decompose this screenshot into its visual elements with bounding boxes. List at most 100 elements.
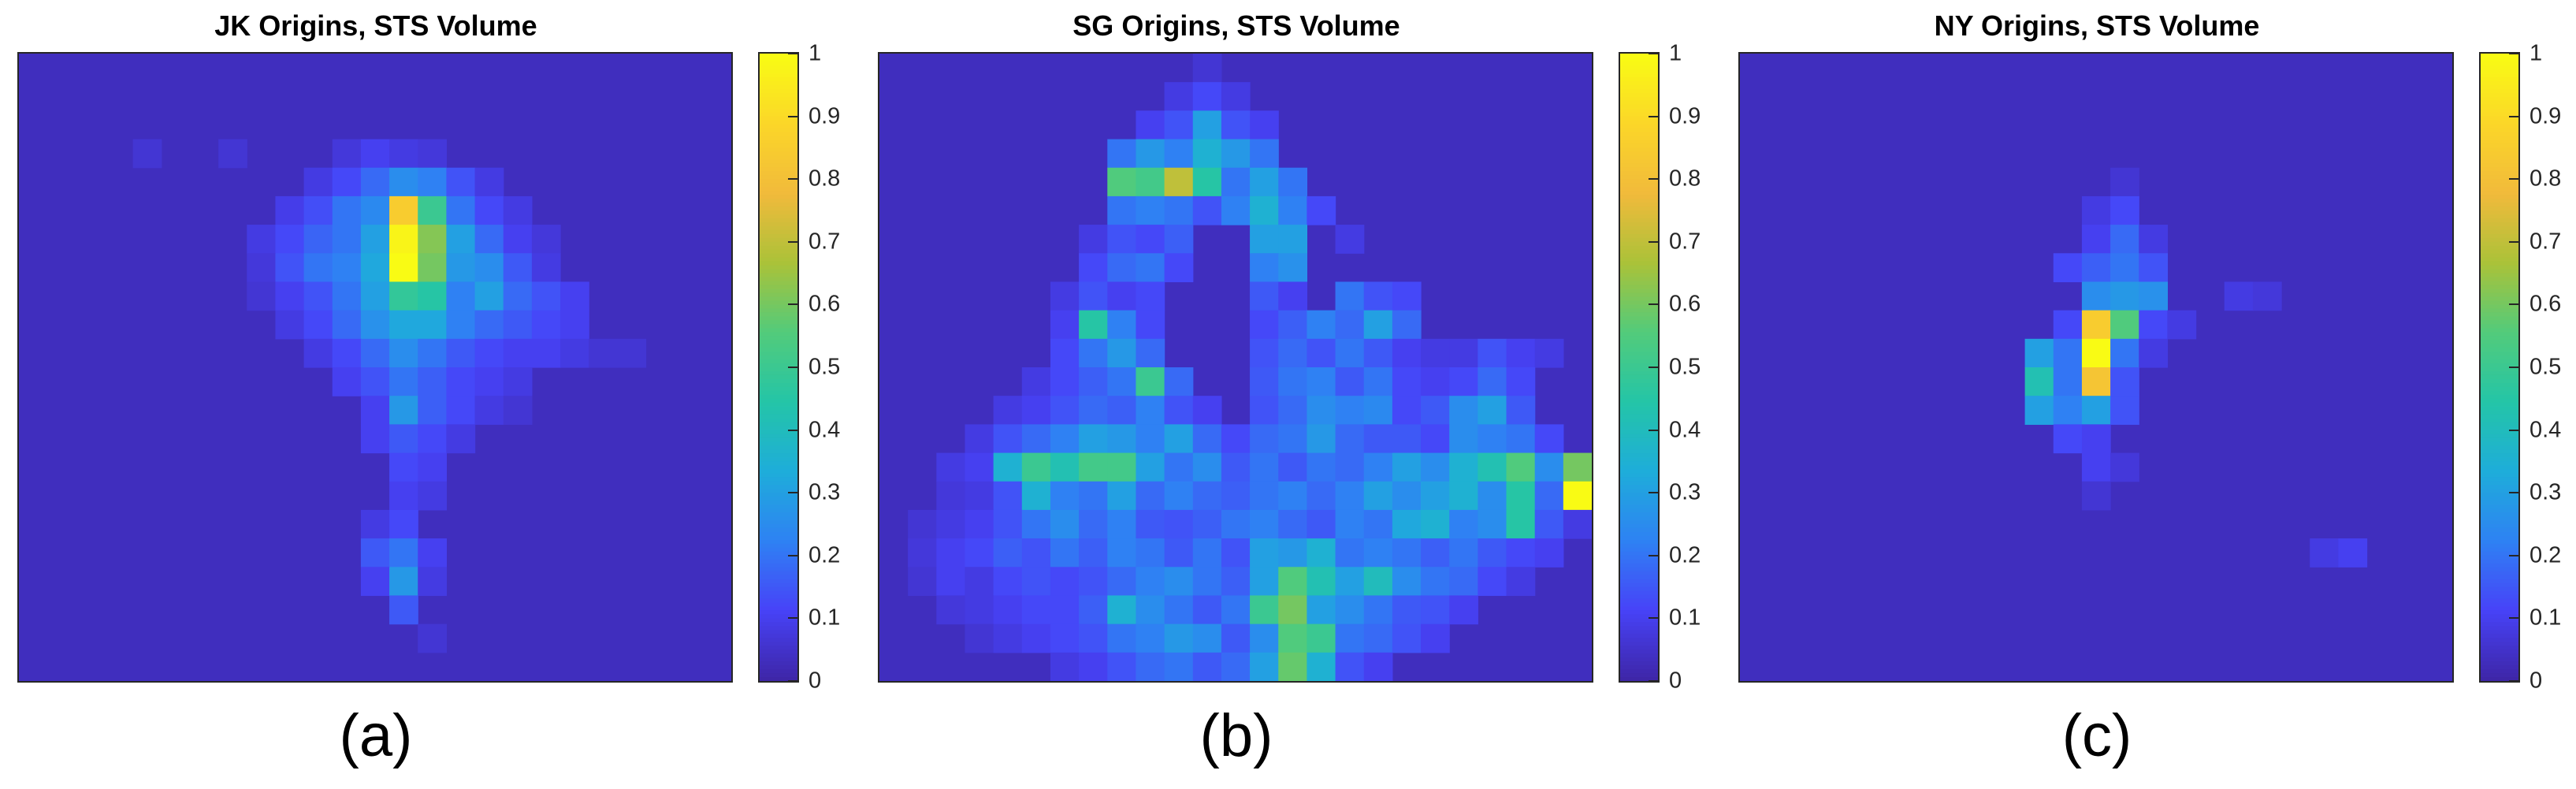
colorbar-segment — [1620, 288, 1658, 294]
colorbar-segment — [1620, 606, 1658, 612]
heatmap-cell — [418, 567, 447, 597]
colorbar-tick-mark — [1649, 429, 1658, 431]
colorbar-segment — [2481, 516, 2518, 521]
colorbar-segment — [2481, 348, 2518, 352]
colorbar-tick-label: 0.6 — [808, 291, 841, 317]
colorbar-segment — [2481, 501, 2518, 505]
colorbar-segment — [1620, 673, 1658, 678]
colorbar-segment — [1620, 324, 1658, 329]
heatmap-cell — [1192, 139, 1222, 169]
heatmap-cell — [2053, 367, 2083, 396]
colorbar-tick-mark — [2509, 367, 2518, 368]
colorbar-tick-label: 0.3 — [1669, 479, 1701, 505]
heatmap-cell — [1449, 595, 1478, 625]
colorbar-segment — [760, 610, 797, 616]
colorbar-segment — [760, 340, 797, 344]
colorbar-segment — [760, 414, 797, 419]
colorbar-segment — [760, 586, 797, 592]
heatmap-cell — [1363, 481, 1393, 511]
colorbar-segment — [1620, 363, 1658, 368]
heatmap-cell — [1192, 509, 1222, 539]
heatmap-cell — [1278, 396, 1307, 425]
heatmap-cell — [389, 452, 418, 482]
colorbar-segment — [1620, 520, 1658, 525]
heatmap-cell — [589, 338, 618, 368]
colorbar-segment — [760, 112, 797, 117]
colorbar-segment — [1620, 241, 1658, 247]
colorbar-segment — [2481, 155, 2518, 161]
heatmap-cell — [2110, 396, 2139, 425]
colorbar-segment — [760, 253, 797, 259]
heatmap-cell — [1250, 481, 1279, 511]
colorbar-segment — [1620, 151, 1658, 157]
heatmap-cell — [303, 167, 333, 197]
colorbar-segment — [760, 207, 797, 211]
colorbar-segment — [2481, 233, 2518, 239]
colorbar-segment — [2481, 265, 2518, 270]
colorbar-segment — [2481, 92, 2518, 98]
heatmap-cell — [1278, 424, 1307, 454]
heatmap-cell — [1421, 338, 1450, 368]
colorbar-segment — [2481, 245, 2518, 251]
colorbar-segment — [1620, 434, 1658, 439]
heatmap-cell — [1392, 538, 1422, 568]
heatmap-cell — [1421, 424, 1450, 454]
heatmap-cell — [1534, 338, 1564, 368]
heatmap-cell — [1221, 595, 1251, 625]
heatmap-cell — [389, 310, 418, 340]
colorbar-segment — [760, 288, 797, 294]
colorbar-tick-mark — [2509, 554, 2518, 556]
heatmap-cell — [1392, 396, 1422, 425]
heatmap-cell — [1107, 253, 1137, 283]
colorbar-segment — [1620, 312, 1658, 318]
colorbar-tick-label: 0.9 — [1669, 103, 1701, 129]
colorbar-segment — [1620, 598, 1658, 604]
heatmap-cell — [1307, 623, 1336, 653]
heatmap-cell — [1221, 110, 1251, 140]
colorbar-segment — [760, 422, 797, 427]
colorbar-tick-mark — [1649, 492, 1658, 494]
colorbar-segment — [2481, 140, 2518, 145]
colorbar-segment — [760, 504, 797, 509]
colorbar-segment — [2481, 418, 2518, 423]
heatmap-cell — [1050, 595, 1080, 625]
heatmap-cell — [418, 310, 447, 340]
colorbar-segment — [760, 344, 797, 348]
heatmap-cell — [2139, 310, 2168, 340]
heatmap-cell — [993, 509, 1023, 539]
colorbar-tick-label: 0.7 — [1669, 229, 1701, 255]
colorbar-segment — [1620, 336, 1658, 341]
heatmap-cell — [1335, 595, 1365, 625]
heatmap-cell — [1307, 652, 1336, 681]
colorbar-segment — [2481, 124, 2518, 129]
colorbar-segment — [760, 221, 797, 227]
colorbar-segment — [760, 336, 797, 341]
colorbar-segment — [760, 493, 797, 497]
colorbar-segment — [760, 602, 797, 608]
heatmap-cell — [1164, 367, 1194, 396]
heatmap-cell — [1278, 253, 1307, 283]
heatmap-cell — [1449, 481, 1478, 511]
colorbar-segment — [760, 661, 797, 666]
colorbar-segment — [1620, 229, 1658, 235]
colorbar-tick-label: 0.8 — [2530, 166, 2562, 192]
colorbar-segment — [2481, 100, 2518, 106]
heatmap-cell — [2139, 253, 2168, 283]
colorbar-tick-label: 0.5 — [808, 354, 841, 380]
heatmap-cell — [2081, 367, 2111, 396]
colorbar-segment — [2481, 437, 2518, 443]
colorbar-tick-mark — [788, 53, 797, 54]
heatmap-cell — [1164, 481, 1194, 511]
panel-label: (b) — [1199, 702, 1273, 769]
colorbar-segment — [2481, 657, 2518, 662]
panel-label: (a) — [339, 702, 413, 769]
heatmap-cell — [1136, 452, 1165, 482]
colorbar-segment — [1620, 245, 1658, 251]
heatmap-cell — [1079, 367, 1108, 396]
colorbar-segment — [760, 430, 797, 435]
colorbar-segment — [760, 147, 797, 153]
heatmap-cell — [1164, 595, 1194, 625]
colorbar-segment — [1620, 638, 1658, 643]
colorbar-segment — [760, 630, 797, 635]
heatmap-cell — [1506, 367, 1536, 396]
